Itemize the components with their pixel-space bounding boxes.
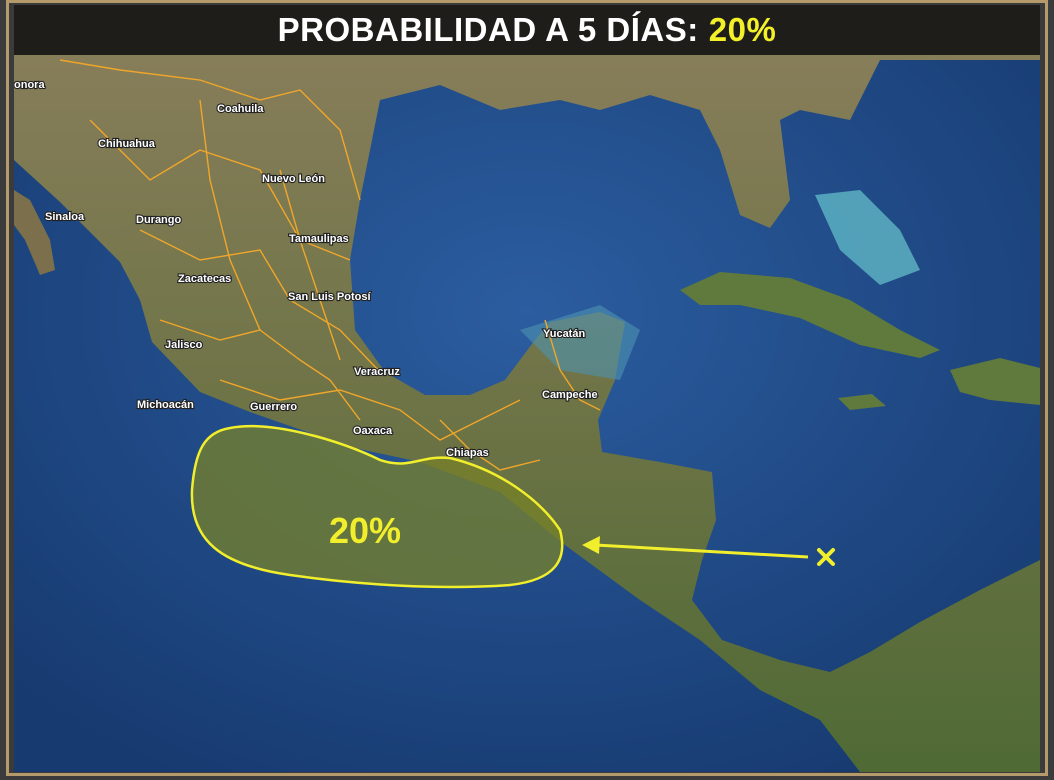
state-label: Oaxaca — [353, 425, 393, 437]
arrow-left-icon — [582, 536, 809, 559]
page-title: PROBABILIDAD A 5 DÍAS: 20% — [278, 11, 777, 49]
title-probability: 20% — [708, 11, 777, 48]
state-labels: onora Coahuila Chihuahua Nuevo León Sina… — [14, 78, 599, 460]
state-label: Michoacán — [137, 399, 194, 411]
state-label: Tamaulipas — [289, 233, 349, 245]
title-bar: PROBABILIDAD A 5 DÍAS: 20% — [14, 5, 1040, 55]
state-label: Zacatecas — [178, 273, 231, 285]
title-text: PROBABILIDAD A 5 DÍAS: — [277, 11, 699, 48]
state-label: Durango — [136, 214, 182, 226]
satellite-map: onora Coahuila Chihuahua Nuevo León Sina… — [14, 5, 1040, 772]
zone-label: 20% — [329, 510, 401, 551]
land-baja — [14, 190, 55, 275]
state-label: Nuevo León — [262, 173, 325, 185]
state-label: Jalisco — [165, 339, 203, 351]
state-label: onora — [14, 79, 45, 91]
probability-zone[interactable] — [190, 424, 564, 589]
state-label: Veracruz — [354, 366, 400, 378]
land-jamaica — [838, 394, 886, 410]
state-borders — [59, 59, 601, 471]
state-label: Yucatán — [543, 328, 585, 340]
state-label: Chihuahua — [98, 138, 156, 150]
state-label: Chiapas — [446, 447, 489, 459]
state-label: San Luis Potosí — [288, 291, 371, 303]
state-label: Sinaloa — [45, 211, 85, 223]
state-label: Coahuila — [217, 103, 264, 115]
land-cuba — [680, 272, 940, 358]
bahamas-shallows — [815, 190, 920, 285]
x-mark-icon[interactable] — [817, 548, 835, 566]
map-svg: onora Coahuila Chihuahua Nuevo León Sina… — [14, 5, 1040, 772]
land-hispaniola — [950, 358, 1040, 405]
yucatan-shallows — [520, 305, 640, 380]
state-label: Guerrero — [250, 401, 297, 413]
state-label: Campeche — [542, 389, 598, 401]
land-north-america — [14, 5, 1040, 772]
